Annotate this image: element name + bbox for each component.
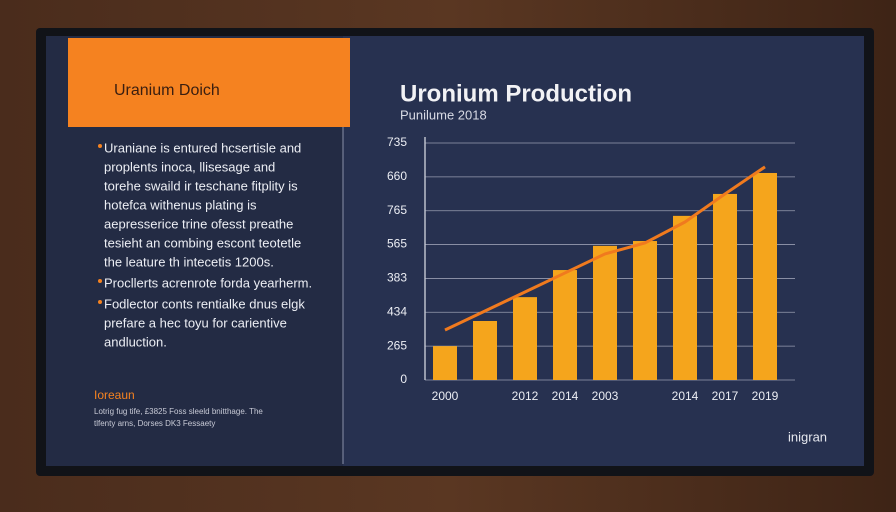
x-tick-label: 2014 [552,389,579,403]
bullet-text: tesieht an combing escont teotetle [104,235,301,250]
y-tick-label: 0 [400,372,407,386]
bullet-dot [98,279,102,283]
bullet-text: prefare a hec toyu for carientive [104,315,287,330]
panel-header [68,38,350,127]
bar [433,346,457,380]
bar [673,215,697,380]
bullet-dot [98,144,102,148]
bullet-text: andluction. [104,334,167,349]
bullet-text: Uraniane is entured hcsertisle and [104,140,301,155]
bullet-text: hotefca withenus plating is [104,197,257,212]
footer-title: Ioreaun [94,388,135,402]
bar [593,245,617,380]
bar [473,320,497,380]
x-tick-label: 2014 [672,389,699,403]
bullet-text: proplents inoca, llisesage and [104,159,275,174]
x-tick-label: 2000 [432,389,459,403]
bar [753,172,777,380]
bullet-text: the leature th intecetis 1200s. [104,254,274,269]
bar [633,241,657,380]
bar [553,270,577,380]
trend-line [444,165,766,332]
x-tick-label: 2012 [512,389,539,403]
bar [713,193,737,380]
y-tick-label: 735 [387,135,407,149]
x-tick-label: 2003 [592,389,619,403]
panel-heading: Uranium Doich [114,82,220,99]
y-tick-label: 565 [387,237,407,251]
y-tick-label: 383 [387,271,407,285]
bullet-dot [98,300,102,304]
y-tick-label: 434 [387,304,407,318]
bullet-text: aepresserice trine ofesst preathe [104,216,293,231]
y-tick-label: 660 [387,169,407,183]
chart-title: Uronium Production [400,80,632,107]
bullet-text: Procllerts acrenrote forda yearherm. [104,275,312,290]
logo: inigran [788,429,827,444]
footer-text: tlfenty arns, Dorses DK3 Fessaety [94,419,215,428]
y-tick-label: 265 [387,338,407,352]
bar [513,297,537,380]
y-tick-label: 765 [387,203,407,217]
x-tick-label: 2019 [752,389,779,403]
footer-text: Lotrig fug tife, £3825 Foss sleeld bnitt… [94,407,263,416]
chart-subtitle: Punilume 2018 [400,107,487,122]
dynamic: Uraniane is entured hcsertisle and prople… [94,135,795,428]
bullet-text: torehe swaild ir teschane fitplity is [104,178,298,193]
bullet-text: Fodlector conts rentialke dnus elgk [104,296,305,311]
x-tick-label: 2017 [712,389,739,403]
